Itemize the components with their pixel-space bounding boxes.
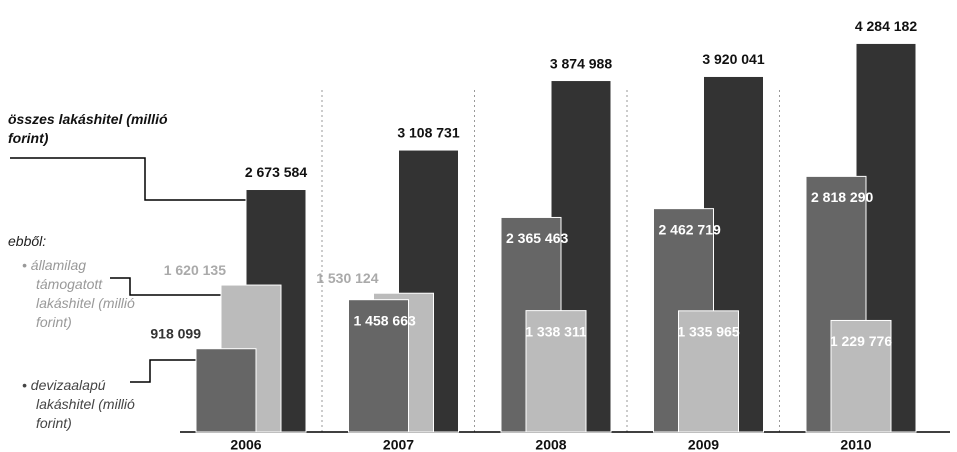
x-tick-label: 2006 (230, 437, 261, 452)
legend-heading: ebből: (8, 232, 46, 251)
value-label: 918 099 (150, 325, 201, 341)
x-tick-label: 2008 (535, 437, 566, 452)
value-label: 3 920 041 (702, 51, 764, 67)
x-tick-label: 2010 (840, 437, 871, 452)
x-tick-label: 2007 (383, 437, 414, 452)
legend-fx: • devizaalapú lakáshitel (millió forint) (22, 376, 148, 433)
bar (196, 349, 256, 432)
value-label: 3 108 731 (397, 125, 459, 141)
value-label: 2 462 719 (659, 221, 721, 237)
legend-connector (10, 158, 262, 200)
value-label: 1 338 311 (525, 323, 587, 339)
value-label: 3 874 988 (550, 55, 612, 71)
value-label: 1 335 965 (677, 324, 739, 340)
value-label: 1 530 124 (316, 270, 378, 286)
legend-total: összes lakáshitel (millió forint) (8, 110, 178, 148)
chart: 2 673 584 1 620 135 918 099 2006 3 108 731 1 … (0, 0, 957, 452)
value-label: 2 365 463 (506, 230, 568, 246)
value-label: 1 229 776 (830, 333, 892, 349)
value-label: 2 818 290 (811, 189, 873, 205)
value-label: 1 620 135 (164, 262, 226, 278)
x-tick-label: 2009 (688, 437, 719, 452)
value-label: 1 458 663 (354, 312, 416, 328)
value-label: 4 284 182 (855, 18, 917, 34)
legend-state: • államilag támogatott lakáshitel (milli… (22, 256, 148, 332)
value-label: 2 673 584 (245, 164, 307, 180)
